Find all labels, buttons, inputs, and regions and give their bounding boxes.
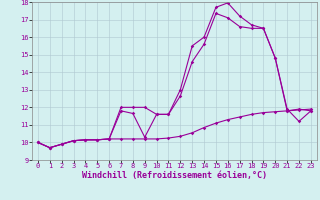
- X-axis label: Windchill (Refroidissement éolien,°C): Windchill (Refroidissement éolien,°C): [82, 171, 267, 180]
